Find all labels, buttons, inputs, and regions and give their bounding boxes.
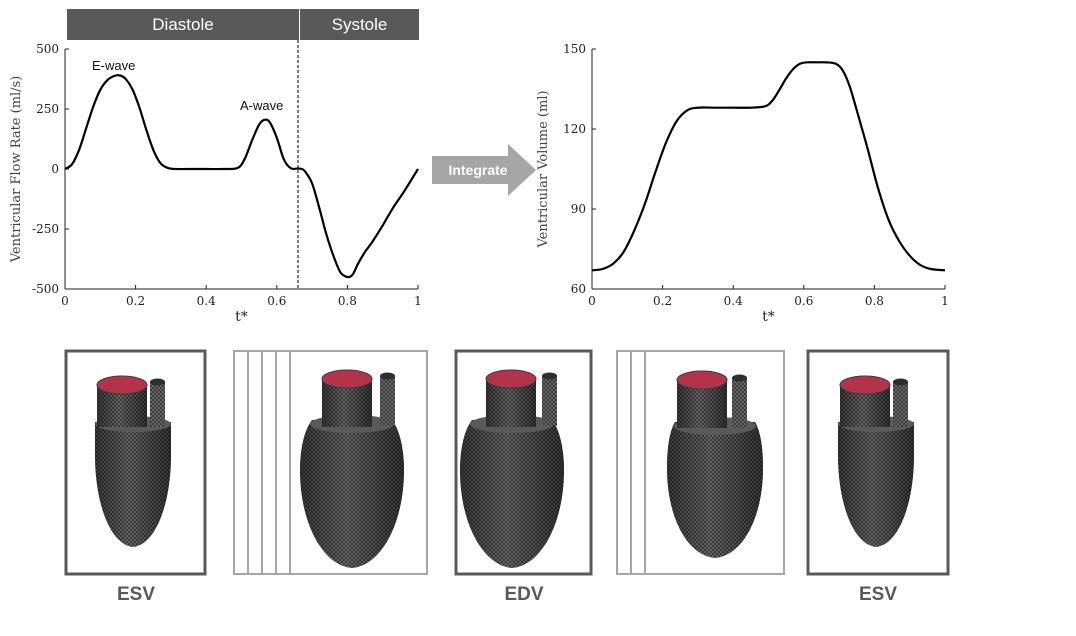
transition-frame-2 <box>616 350 785 575</box>
esv-frame-left <box>64 349 207 576</box>
ventricle-mesh-esv-right <box>838 375 914 547</box>
y-axis-label: Ventricular Flow Rate (ml/s) <box>9 76 24 264</box>
diastole-label: Diastole <box>152 14 214 34</box>
y-tick-label: 90 <box>571 202 586 216</box>
transition-frame-1 <box>233 350 428 575</box>
x-tick-label: 0.4 <box>197 294 216 308</box>
y-tick-label: 120 <box>563 122 586 136</box>
y-tick-label: -250 <box>32 222 59 236</box>
ventricular-volume-chart: 0 0.2 0.4 0.6 0.8 1 150 120 90 60 t* Ventricular Vo… <box>536 42 949 325</box>
x-tick-label: 0 <box>588 294 596 308</box>
flow-rate-chart: 0 0.2 0.4 0.6 0.8 1 500 250 0 -250 -500 t* Ventricul… <box>9 40 422 325</box>
x-axis-label: t* <box>762 309 775 325</box>
integrate-label: Integrate <box>448 162 507 178</box>
ventricle-mesh-edv <box>460 369 564 568</box>
series-line <box>64 74 419 279</box>
x-tick-label: 0.2 <box>653 294 672 308</box>
diastole-phase-bar: Diastole <box>67 9 299 40</box>
series-line <box>591 61 946 272</box>
x-tick-label: 0.8 <box>338 294 357 308</box>
esv-frame-right <box>806 349 950 576</box>
y-tick-label: -500 <box>32 282 59 296</box>
x-tick-label: 0.4 <box>724 294 743 308</box>
x-tick-label: 0.6 <box>794 294 813 308</box>
edv-frame <box>454 349 593 576</box>
y-tick-label: 250 <box>36 102 59 116</box>
ventricle-mesh-esv-left <box>95 375 171 547</box>
x-tick-label: 0.8 <box>865 294 884 308</box>
ventricle-mesh-transition-1 <box>300 369 404 568</box>
esv-label-right: ESV <box>858 584 898 605</box>
x-tick-label: 0 <box>61 294 69 308</box>
systole-phase-bar: Systole <box>300 9 419 40</box>
ventricle-sequence <box>64 349 950 576</box>
integrate-arrow: Integrate <box>432 144 536 196</box>
systole-label: Systole <box>331 14 388 34</box>
integrate-arrow-shape <box>432 144 536 196</box>
y-tick-label: 0 <box>51 162 59 176</box>
edv-label: EDV <box>504 584 544 605</box>
x-tick-label: 1 <box>941 294 949 308</box>
ventricle-mesh-transition-2 <box>667 370 763 558</box>
annotation-a-wave: A-wave <box>240 98 283 113</box>
x-tick-label: 1 <box>414 294 422 308</box>
y-axis-label: Ventricular Volume (ml) <box>536 90 551 248</box>
y-tick-label: 150 <box>563 42 586 56</box>
x-axis-label: t* <box>235 309 248 325</box>
y-tick-label: 60 <box>571 282 586 296</box>
x-tick-label: 0.2 <box>126 294 145 308</box>
y-tick-label: 500 <box>36 42 59 56</box>
annotation-e-wave: E-wave <box>92 58 135 73</box>
x-tick-label: 0.6 <box>267 294 286 308</box>
esv-label-left: ESV <box>116 584 156 605</box>
